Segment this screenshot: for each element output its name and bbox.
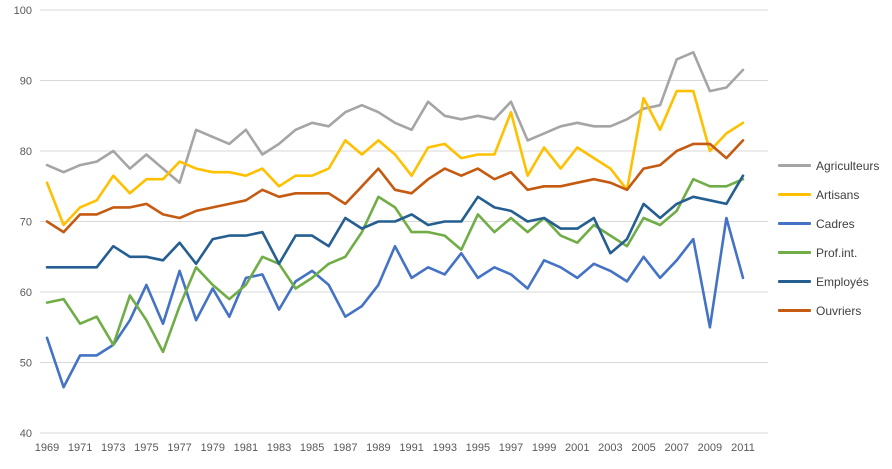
series-line-employ-s <box>45 174 745 269</box>
series-line-agriculteurs <box>45 50 745 184</box>
x-axis-tick-label: 2009 <box>698 442 722 454</box>
x-axis-tick-label: 1969 <box>35 442 59 454</box>
legend-item-agriculteurs: Agriculteurs <box>778 156 879 175</box>
x-axis-tick-label: 1977 <box>167 442 191 454</box>
legend-swatch <box>778 164 811 167</box>
x-axis-tick-label: 2001 <box>565 442 589 454</box>
legend-swatch <box>778 280 811 283</box>
x-axis-tick-label: 1981 <box>234 442 258 454</box>
x-axis-tick-label: 1997 <box>499 442 523 454</box>
x-axis-tick-label: 1995 <box>466 442 490 454</box>
x-axis-tick-label: 2007 <box>664 442 688 454</box>
x-axis-tick-label: 2005 <box>631 442 655 454</box>
y-axis-tick-label: 100 <box>14 5 32 17</box>
legend-item-ouvriers: Ouvriers <box>778 301 879 320</box>
y-axis-tick-label: 40 <box>20 428 32 440</box>
legend-label: Agriculteurs <box>816 158 880 173</box>
legend-label: Employés <box>816 274 869 289</box>
x-axis-tick-label: 1987 <box>333 442 357 454</box>
legend-item-cadres: Cadres <box>778 214 879 233</box>
x-axis-tick-label: 1973 <box>101 442 125 454</box>
x-axis-tick-label: 1983 <box>267 442 291 454</box>
x-axis-tick-label: 1999 <box>532 442 556 454</box>
x-axis-tick-label: 1971 <box>68 442 92 454</box>
legend-swatch <box>778 222 811 225</box>
legend-item-artisans: Artisans <box>778 185 879 204</box>
y-axis-tick-label: 50 <box>20 358 32 370</box>
legend-swatch <box>778 309 811 312</box>
y-axis-tick-label: 60 <box>20 287 32 299</box>
y-axis-tick-label: 80 <box>20 146 32 158</box>
y-axis-tick-label: 70 <box>20 217 32 229</box>
legend-label: Artisans <box>816 187 860 202</box>
x-axis-tick-label: 1991 <box>399 442 423 454</box>
legend-swatch <box>778 193 811 196</box>
x-axis-tick-label: 2003 <box>598 442 622 454</box>
series-line-prof-int <box>45 177 745 354</box>
legend-item-employ-s: Employés <box>778 272 879 291</box>
legend-swatch <box>778 251 811 254</box>
x-axis-tick-label: 1985 <box>300 442 324 454</box>
y-axis-tick-label: 90 <box>20 76 32 88</box>
legend-label: Ouvriers <box>816 303 862 318</box>
x-axis-tick-label: 2011 <box>731 442 755 454</box>
x-axis-tick-label: 1993 <box>432 442 456 454</box>
legend-label: Prof.int. <box>816 245 858 260</box>
chart-legend: Agriculteurs Artisans Cadres Prof.int. Emplo… <box>778 156 879 320</box>
legend-label: Cadres <box>816 216 855 231</box>
x-axis-tick-label: 1975 <box>134 442 158 454</box>
legend-item-prof-int: Prof.int. <box>778 243 879 262</box>
x-axis-tick-label: 1989 <box>366 442 390 454</box>
series-line-cadres <box>45 216 745 389</box>
series-line-ouvriers <box>45 139 745 234</box>
x-axis-tick-label: 1979 <box>200 442 224 454</box>
